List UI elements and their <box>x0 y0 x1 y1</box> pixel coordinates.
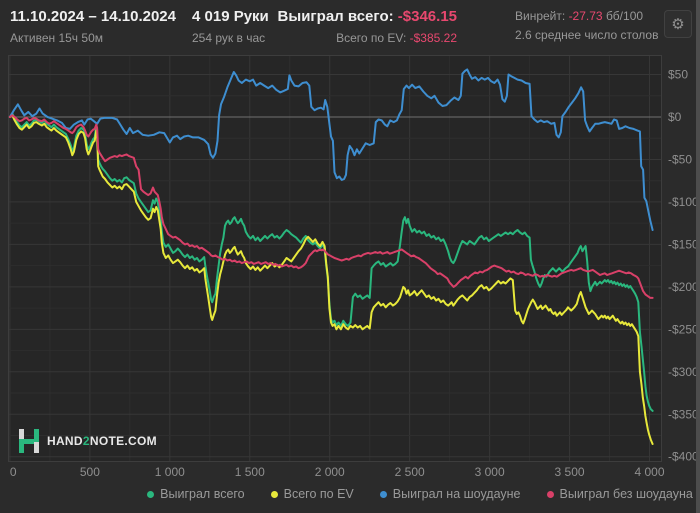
date-range: 11.10.2024 – 14.10.2024 <box>10 8 176 25</box>
winrate-value: -27.73 <box>568 9 603 23</box>
hand2note-logo: HAND2NOTE.COM <box>18 428 157 454</box>
settings-button[interactable]: ⚙ <box>664 10 692 38</box>
winnings-chart: $50 $0 -$50 -$100 -$150 -$200 -$250 -$300 -$350 -… <box>8 55 700 480</box>
y-tick-label: -$350 <box>668 407 699 421</box>
chart-legend: Выиграл всего Всего по EV Выиграл на шоуда… <box>70 487 700 501</box>
logo-digit: 2 <box>82 434 90 448</box>
ev-total-value: -$385.22 <box>409 31 457 45</box>
logo-suffix: NOTE.COM <box>89 434 157 448</box>
plot-border <box>8 55 662 462</box>
gear-icon: ⚙ <box>671 15 685 33</box>
chart-canvas: $50 $0 -$50 -$100 -$150 -$200 -$250 -$300 -$350 -… <box>8 55 699 479</box>
hand2note-logo-icon <box>19 429 39 453</box>
legend-label: Выиграл всего <box>160 487 245 501</box>
series-line-0 <box>8 112 654 412</box>
x-tick-label: 1 500 <box>235 465 265 479</box>
legend-label: Выиграл без шоудауна <box>559 487 693 501</box>
hand2note-logo-text: HAND2NOTE.COM <box>47 434 157 448</box>
y-tick-label: -$400 <box>668 450 699 464</box>
y-tick-label: -$200 <box>668 280 699 294</box>
x-tick-label: 2 000 <box>315 465 345 479</box>
series-line-3 <box>8 114 654 299</box>
x-tick-label: 2 500 <box>395 465 425 479</box>
legend-item-0[interactable]: Выиграл всего <box>147 487 245 501</box>
legend-item-3[interactable]: Выиграл без шоудауна <box>546 487 693 501</box>
legend-label: Всего по EV <box>283 487 354 501</box>
winrate: Винрейт: -27.73 бб/100 <box>515 9 643 23</box>
won-total-label: Выиграл всего: <box>277 8 394 25</box>
x-tick-label: 1 000 <box>155 465 185 479</box>
y-tick-label: -$50 <box>668 152 692 166</box>
x-tick-label: 500 <box>80 465 100 479</box>
y-tick-label: -$100 <box>668 195 699 209</box>
ev-total-label: Всего по EV: <box>336 31 407 45</box>
legend-item-2[interactable]: Выиграл на шоудауне <box>379 487 521 501</box>
ev-total: Всего по EV: -$385.22 <box>336 31 457 45</box>
won-total-value: -$346.15 <box>397 8 457 25</box>
avg-tables: 2.6 среднее число столов <box>515 28 659 42</box>
x-tick-label: 3 000 <box>475 465 505 479</box>
x-tick-label: 0 <box>10 465 17 479</box>
legend-dot-icon <box>147 490 155 498</box>
winrate-units: бб/100 <box>605 9 644 23</box>
hands-per-hour: 254 рук в час <box>192 31 266 45</box>
legend-dot-icon <box>270 490 278 498</box>
legend-label: Выиграл на шоудауне <box>392 487 521 501</box>
series-line-1 <box>8 114 654 445</box>
x-tick-label: 3 500 <box>555 465 585 479</box>
winrate-label: Винрейт: <box>515 9 566 23</box>
series-line-2 <box>8 68 654 231</box>
y-tick-label: $0 <box>668 110 682 124</box>
x-tick-label: 4 000 <box>635 465 665 479</box>
y-tick-label: -$150 <box>668 237 699 251</box>
won-total: Выиграл всего: -$346.15 <box>278 8 457 25</box>
y-tick-label: -$250 <box>668 322 699 336</box>
y-tick-label: -$300 <box>668 365 699 379</box>
vertical-scrollbar[interactable] <box>696 0 700 513</box>
active-time: Активен 15ч 50м <box>10 31 103 45</box>
logo-prefix: HAND <box>47 434 83 448</box>
y-tick-label: $50 <box>668 68 688 82</box>
legend-dot-icon <box>546 490 554 498</box>
legend-dot-icon <box>379 490 387 498</box>
legend-item-1[interactable]: Всего по EV <box>270 487 354 501</box>
hands-total: 4 019 Руки <box>192 8 269 25</box>
